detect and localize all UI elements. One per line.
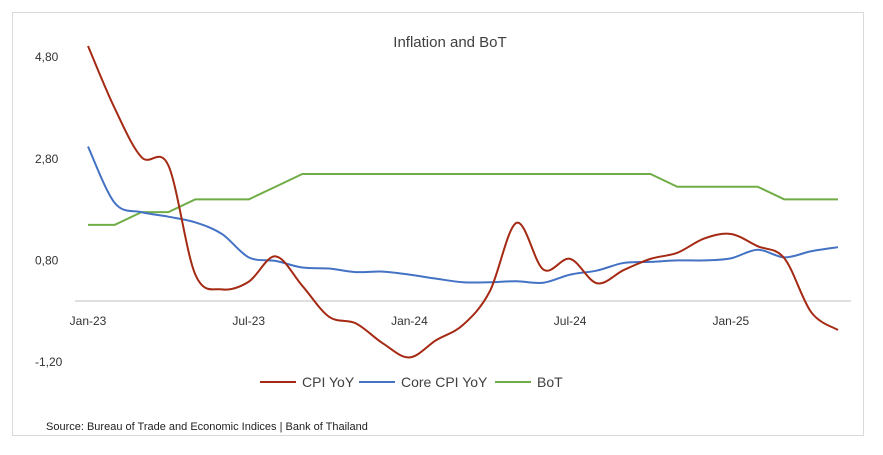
legend-core-cpi-yoy-label: Core CPI YoY [401,374,488,390]
y-tick-label: -1,20 [35,355,63,369]
x-tick-label: Jul-24 [554,314,587,328]
line-chart: Inflation and BoT 4,80 2,80 0,80 -1,20 Jan-… [35,34,851,390]
source-note: Source: Bureau of Trade and Economic Ind… [46,421,368,433]
x-tick-label: Jan-24 [391,314,428,328]
core-cpi-yoy-line [87,146,839,284]
chart-frame: Inflation and BoT 4,80 2,80 0,80 -1,20 Jan-… [12,12,864,436]
y-tick-label: 0,80 [35,253,59,267]
y-tick-label: 2,80 [35,152,59,166]
x-tick-label: Jul-23 [232,314,265,328]
y-tick-label: 4,80 [35,50,59,64]
x-tick-label: Jan-23 [70,314,107,328]
x-axis: Jan-23 Jul-23 Jan-24 Jul-24 Jan-25 [70,314,750,328]
cpi-yoy-line [87,45,839,359]
chart-title: Inflation and BoT [393,34,506,51]
y-axis: 4,80 2,80 0,80 -1,20 [35,50,63,369]
legend-cpi-yoy-label: CPI YoY [302,374,355,390]
x-tick-label: Jan-25 [713,314,750,328]
legend-bot-label: BoT [537,374,563,390]
bot-rate-line [88,173,838,226]
series-layer [87,45,839,359]
legend: CPI YoY Core CPI YoY BoT [260,374,563,390]
